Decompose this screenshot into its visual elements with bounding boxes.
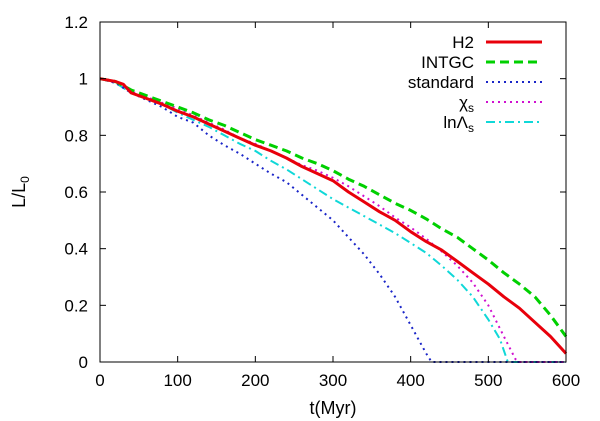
legend-label-main: χ (459, 93, 468, 112)
x-tick-label: 500 (474, 371, 502, 390)
y-tick-label: 0.4 (64, 240, 88, 259)
y-tick-label: 0.2 (64, 296, 88, 315)
y-tick-label: 0.6 (64, 183, 88, 202)
legend-label-main: INTGC (421, 53, 474, 72)
x-tick-label: 300 (319, 371, 347, 390)
legend-label-sub: s (468, 121, 474, 135)
plot-frame (99, 21, 567, 363)
series-line-H2 (99, 77, 568, 355)
axis-ticks: 0 100 200 300 400 500 600 0 0.2 0.4 0.6 0.8 1 1.2 (64, 13, 580, 390)
x-tick-label: 600 (552, 371, 580, 390)
y-axis-title: L/L0 (9, 176, 32, 208)
x-axis-title: t(Myr) (310, 398, 357, 418)
y-tick-label: 1 (79, 70, 88, 89)
y-tick-label: 0.8 (64, 126, 88, 145)
legend-label-INTGC: INTGC (421, 53, 474, 72)
y-tick-label: 1.2 (64, 13, 88, 32)
plot-marks (99, 77, 568, 363)
legend-label-main: standard (408, 73, 474, 92)
legend-label-standard: standard (408, 73, 474, 92)
y-tick-label: 0 (79, 353, 88, 372)
y-axis-title-sub: 0 (18, 176, 32, 183)
series-line-chi_s (99, 77, 566, 363)
y-axis-title-main: L/L (9, 183, 29, 208)
legend-label-sub: s (468, 101, 474, 115)
x-tick-label: 0 (95, 371, 104, 390)
series-line-lnLambda_s (99, 77, 566, 363)
x-tick-label: 400 (396, 371, 424, 390)
legend-label-H2: H2 (452, 33, 474, 52)
x-tick-label: 100 (163, 371, 191, 390)
legend-label-lnLambda_s: lnΛs (443, 113, 474, 135)
series-line-INTGC (99, 77, 568, 338)
legend-label-main: H2 (452, 33, 474, 52)
x-tick-label: 200 (241, 371, 269, 390)
legend-label-chi_s: χs (459, 93, 474, 115)
series-line-standard (99, 77, 566, 363)
legend-label-main: lnΛ (443, 113, 468, 132)
